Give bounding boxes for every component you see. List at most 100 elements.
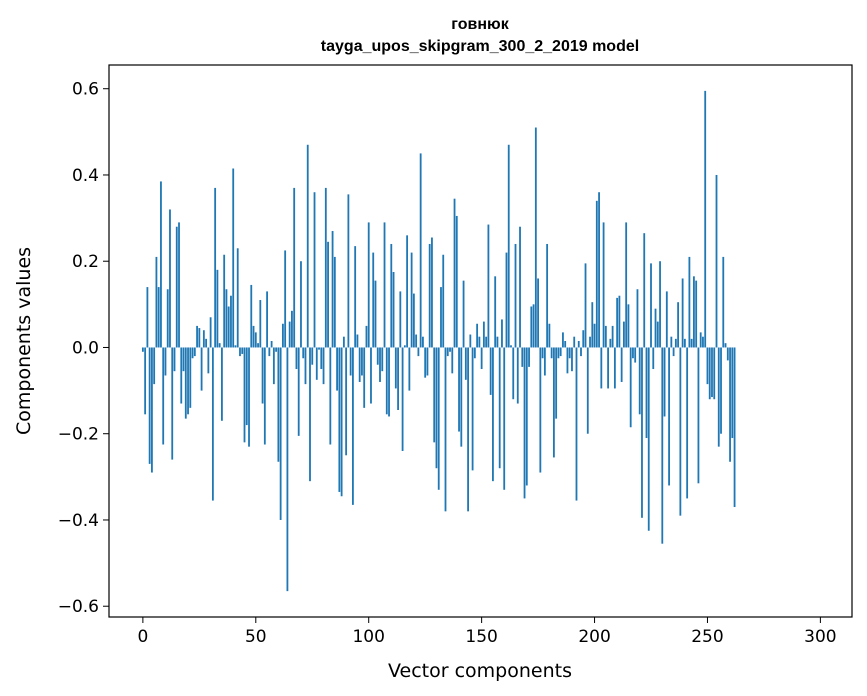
bar-262 <box>733 347 736 508</box>
bar-170 <box>525 347 528 486</box>
bar-186 <box>562 332 564 348</box>
bar-118 <box>408 347 411 391</box>
bar-3 <box>148 347 151 464</box>
bar-232 <box>665 291 668 348</box>
bar-90 <box>345 347 348 456</box>
bar-58 <box>272 347 275 385</box>
bar-76 <box>313 192 316 348</box>
bar-195 <box>582 330 585 348</box>
bar-116 <box>403 345 406 348</box>
bar-106 <box>381 347 384 372</box>
bar-68 <box>295 347 298 370</box>
bar-46 <box>245 347 248 426</box>
bar-140 <box>458 347 460 432</box>
bar-16 <box>178 222 180 348</box>
bar-209 <box>613 347 616 389</box>
bar-32 <box>214 187 217 348</box>
bar-212 <box>620 347 623 382</box>
bar-81 <box>324 187 327 348</box>
bar-34 <box>218 343 221 348</box>
bar-109 <box>388 347 390 417</box>
bar-134 <box>444 347 447 512</box>
bar-149 <box>478 336 481 348</box>
bar-158 <box>498 347 501 469</box>
bar-233 <box>668 347 670 486</box>
bar-176 <box>539 347 542 473</box>
bar-222 <box>643 233 646 348</box>
bar-146 <box>471 347 474 471</box>
bar-136 <box>449 347 451 352</box>
bar-114 <box>399 291 402 348</box>
bar-207 <box>609 338 612 348</box>
bar-28 <box>205 338 208 348</box>
bar-78 <box>318 347 320 350</box>
bar-183 <box>555 347 558 419</box>
bar-139 <box>455 215 458 348</box>
bar-12 <box>169 209 171 348</box>
bar-74 <box>309 347 311 482</box>
bar-124 <box>422 336 424 348</box>
bar-142 <box>462 280 465 348</box>
bar-33 <box>216 269 219 348</box>
bar-197 <box>586 347 589 434</box>
bar-8 <box>160 181 162 348</box>
bar-20 <box>187 347 189 415</box>
bar-206 <box>607 347 609 389</box>
bar-260 <box>729 347 731 462</box>
bar-22 <box>191 347 194 359</box>
bar-47 <box>248 347 250 447</box>
x-tick-label: 300 <box>804 627 836 647</box>
bar-210 <box>616 297 619 348</box>
bar-94 <box>354 246 357 348</box>
bar-40 <box>232 168 235 348</box>
bar-50 <box>254 332 257 348</box>
y-tick-label: 0.4 <box>72 166 99 186</box>
bar-178 <box>543 347 546 376</box>
chart-title: говнюк <box>451 16 509 33</box>
y-axis-label: Components values <box>13 247 35 435</box>
bar-238 <box>679 347 682 516</box>
bar-37 <box>225 289 228 348</box>
bar-203 <box>600 347 603 389</box>
bar-131 <box>437 347 440 490</box>
bar-157 <box>496 336 499 348</box>
bar-169 <box>523 347 526 499</box>
bar-27 <box>202 330 205 348</box>
bar-187 <box>564 341 567 348</box>
bar-154 <box>489 347 492 395</box>
bar-253 <box>713 347 716 400</box>
bar-87 <box>338 347 341 492</box>
bar-223 <box>645 347 648 439</box>
x-tick-label: 250 <box>691 627 723 647</box>
bar-54 <box>263 347 266 445</box>
bar-218 <box>634 347 637 363</box>
bar-29 <box>207 347 210 374</box>
bar-107 <box>383 222 386 348</box>
bar-194 <box>580 347 582 357</box>
x-tick-label: 150 <box>465 627 497 647</box>
bar-77 <box>315 347 318 380</box>
y-tick-label: 0.2 <box>72 252 99 272</box>
bar-249 <box>704 90 707 348</box>
bar-179 <box>546 243 549 348</box>
bar-235 <box>672 347 675 357</box>
bar-9 <box>162 347 165 445</box>
bar-125 <box>424 347 427 378</box>
bar-190 <box>571 347 573 372</box>
bar-24 <box>196 325 198 348</box>
bar-98 <box>363 347 366 408</box>
bar-70 <box>300 261 302 348</box>
bar-23 <box>193 347 196 357</box>
bar-43 <box>239 347 241 357</box>
bar-66 <box>291 310 293 348</box>
bar-150 <box>480 347 483 370</box>
bar-234 <box>670 336 673 348</box>
bar-230 <box>661 347 664 544</box>
bar-200 <box>593 323 596 348</box>
bar-166 <box>516 347 519 404</box>
bar-138 <box>453 198 456 348</box>
bar-254 <box>715 174 718 348</box>
bar-163 <box>510 345 512 348</box>
bar-152 <box>485 336 488 348</box>
bar-128 <box>431 237 433 348</box>
